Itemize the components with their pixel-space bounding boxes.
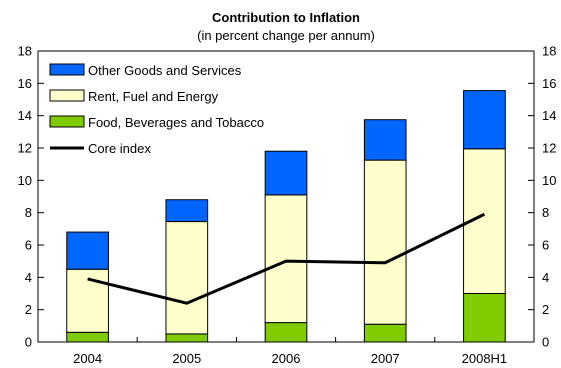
bars-layer bbox=[66, 90, 506, 343]
x-tick-label-2008H1: 2008H1 bbox=[462, 351, 508, 366]
legend-swatch-rent-fuel-and-energy bbox=[49, 89, 85, 102]
legend-label-other-goods-and-services: Other Goods and Services bbox=[88, 63, 242, 78]
right-tick-label: 18 bbox=[542, 44, 556, 59]
legend-label-core-index: Core index bbox=[88, 141, 151, 156]
left-tick-label: 0 bbox=[25, 335, 32, 350]
left-tick-label: 16 bbox=[18, 76, 32, 91]
left-tick-label: 12 bbox=[18, 141, 32, 156]
bar-food-beverages-and-tobacco-2007 bbox=[363, 323, 407, 343]
right-tick-label: 12 bbox=[542, 141, 556, 156]
bar-rent-fuel-and-energy-2004 bbox=[66, 268, 109, 333]
line-layer bbox=[87, 212, 486, 305]
x-tick-label-2004: 2004 bbox=[73, 351, 102, 366]
left-tick-label: 6 bbox=[25, 238, 32, 253]
left-tick-label: 4 bbox=[25, 270, 32, 285]
right-tick-label: 14 bbox=[542, 108, 556, 123]
axes-layer: 0 0 2 2 4 4 6 6 8 8 10 10 12 12 14 14 16 16 18 18 2004 2005 20… bbox=[18, 44, 557, 367]
left-tick-label: 14 bbox=[18, 108, 32, 123]
bar-food-beverages-and-tobacco-2004 bbox=[66, 331, 109, 343]
chart-subtitle: (in percent change per annum) bbox=[197, 28, 375, 43]
right-tick-label: 0 bbox=[542, 335, 549, 350]
bar-other-goods-and-services-2007 bbox=[363, 119, 407, 161]
x-tick-label-2007: 2007 bbox=[371, 351, 400, 366]
x-tick-label-2005: 2005 bbox=[172, 351, 201, 366]
legend-label-food-beverages-and-tobacco: Food, Beverages and Tobacco bbox=[88, 115, 264, 130]
legend-label-rent-fuel-and-energy: Rent, Fuel and Energy bbox=[88, 89, 219, 104]
legend-swatch-other-goods-and-services bbox=[49, 63, 85, 76]
bar-rent-fuel-and-energy-2006 bbox=[264, 194, 308, 324]
bar-food-beverages-and-tobacco-2008H1 bbox=[463, 293, 506, 343]
legend-swatch-food-beverages-and-tobacco bbox=[49, 115, 85, 128]
right-tick-label: 16 bbox=[542, 76, 556, 91]
bar-other-goods-and-services-2008H1 bbox=[463, 90, 506, 150]
legend: Other Goods and Services Rent, Fuel and E… bbox=[49, 63, 264, 156]
left-tick-label: 2 bbox=[25, 302, 32, 317]
left-tick-label: 18 bbox=[18, 44, 32, 59]
right-tick-label: 4 bbox=[542, 270, 549, 285]
bar-other-goods-and-services-2005 bbox=[165, 199, 209, 223]
left-tick-label: 10 bbox=[18, 173, 32, 188]
bar-rent-fuel-and-energy-2007 bbox=[363, 159, 407, 325]
right-tick-label: 8 bbox=[542, 205, 549, 220]
chart-title: Contribution to Inflation bbox=[212, 10, 360, 25]
right-tick-label: 6 bbox=[542, 238, 549, 253]
bar-other-goods-and-services-2006 bbox=[264, 150, 308, 196]
right-tick-label: 10 bbox=[542, 173, 556, 188]
bar-food-beverages-and-tobacco-2005 bbox=[165, 333, 209, 343]
plot-frame bbox=[37, 50, 535, 343]
bar-food-beverages-and-tobacco-2006 bbox=[264, 322, 308, 343]
right-tick-label: 2 bbox=[542, 302, 549, 317]
bar-rent-fuel-and-energy-2005 bbox=[165, 221, 209, 335]
left-tick-label: 8 bbox=[25, 205, 32, 220]
bar-other-goods-and-services-2004 bbox=[66, 231, 109, 270]
x-tick-label-2006: 2006 bbox=[272, 351, 301, 366]
